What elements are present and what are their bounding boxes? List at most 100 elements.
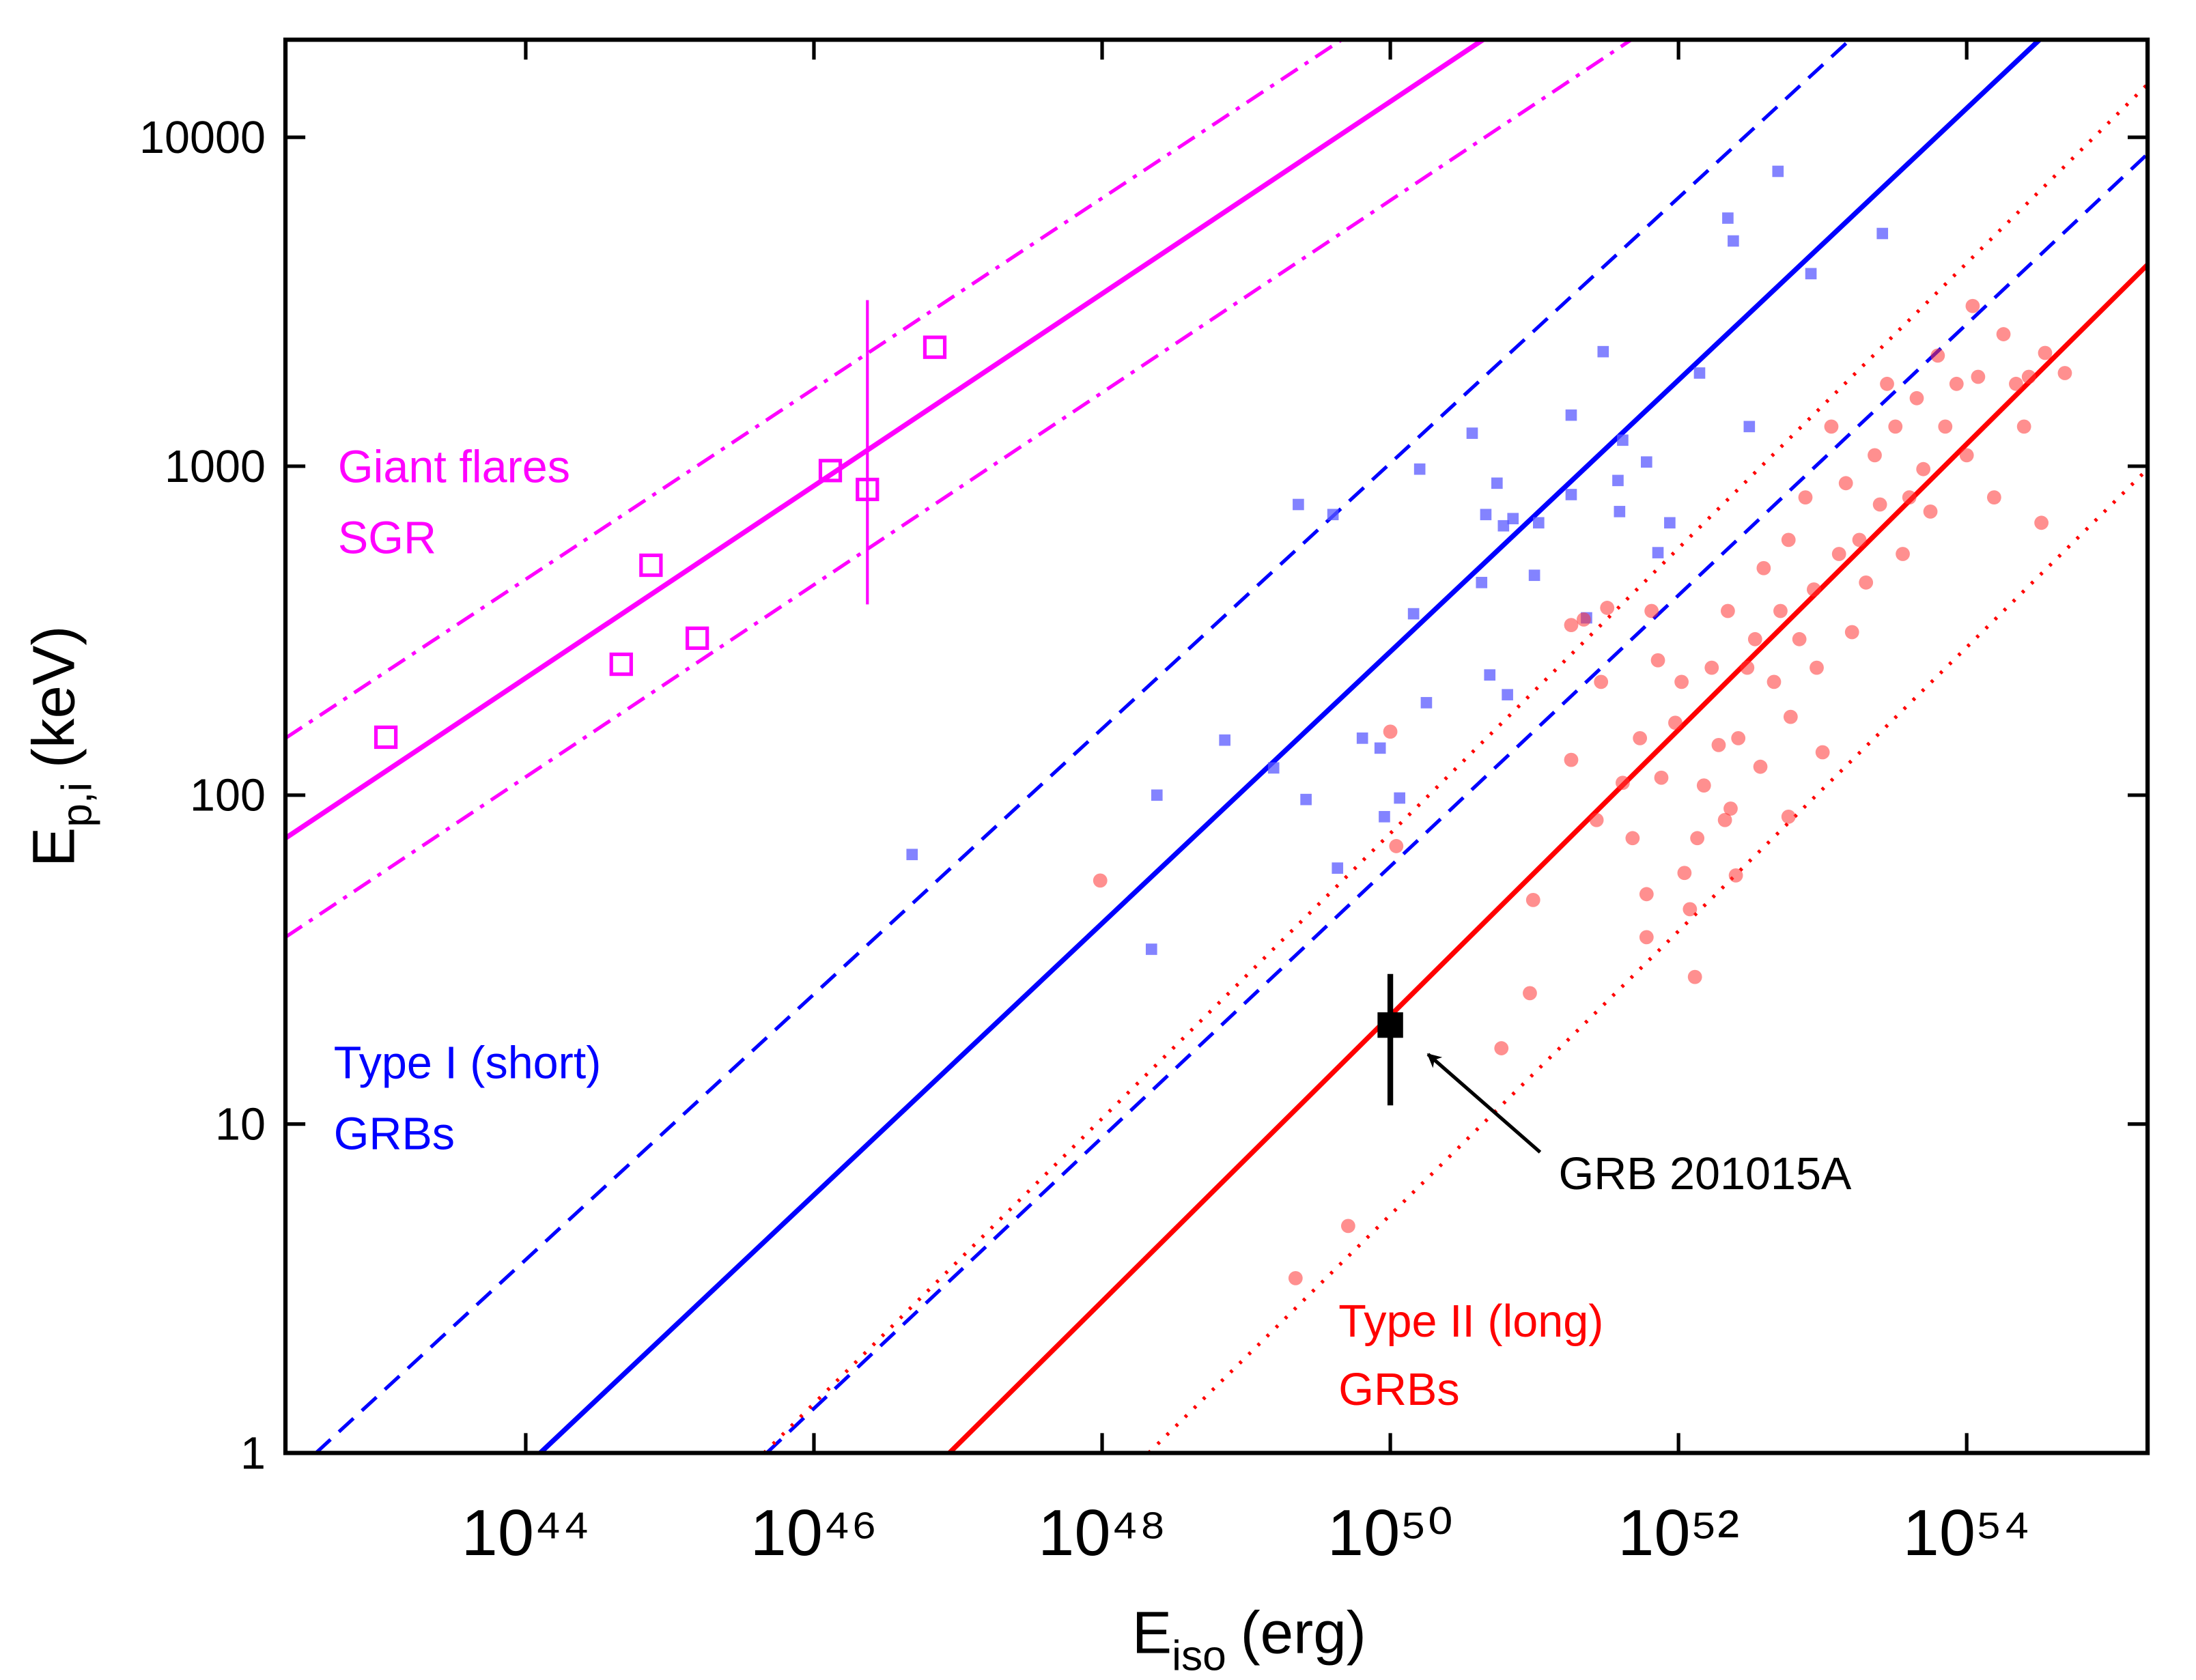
long-grb-point xyxy=(2038,345,2053,360)
short-grb-point xyxy=(1722,212,1734,224)
long-grb-point xyxy=(1696,778,1711,793)
long-grb-point xyxy=(1668,715,1683,730)
annotation: GRB 201015A xyxy=(1558,1149,1851,1199)
correlation-line xyxy=(285,40,1484,840)
long-grb-point xyxy=(1650,653,1665,668)
long-grb-point xyxy=(1683,902,1698,917)
long-grb-point xyxy=(1949,376,1964,391)
long-grb-point xyxy=(1654,770,1669,785)
short-grb-point xyxy=(1413,463,1426,475)
short-grb-point xyxy=(1772,165,1784,177)
sgr-point xyxy=(818,459,843,483)
short-grb-point xyxy=(1491,477,1503,489)
correlation-line xyxy=(285,40,1633,939)
long-grb-point xyxy=(1717,812,1732,827)
correlation-line xyxy=(762,83,2148,1453)
long-grb-point xyxy=(1766,674,1782,689)
short-grb-point xyxy=(1219,734,1230,746)
sgr-point xyxy=(923,335,947,359)
long-grb-point xyxy=(1916,461,1931,476)
long-grb-point xyxy=(1639,887,1654,902)
short-grb-point xyxy=(1476,577,1488,588)
correlation-line xyxy=(538,40,2042,1453)
long-grb-point xyxy=(1687,969,1702,984)
short-grb-point xyxy=(1617,434,1629,446)
long-grb-point xyxy=(1625,831,1640,846)
long-grb-point xyxy=(1773,603,1788,618)
long-grb-point xyxy=(1340,1219,1355,1234)
long-grb-point xyxy=(1902,490,1917,505)
annotation: GRBs xyxy=(1338,1365,1459,1415)
long-grb-point xyxy=(1872,497,1887,512)
short-grb-point xyxy=(1614,506,1626,517)
x-tick-label: 10⁴⁴ xyxy=(462,1496,591,1569)
annotation: GRBs xyxy=(334,1109,455,1160)
short-grb-point xyxy=(1420,697,1433,709)
long-grb-point xyxy=(1810,660,1824,675)
long-grb-point xyxy=(1824,419,1839,434)
long-grb-point xyxy=(1909,390,1924,405)
correlation-line xyxy=(765,152,2148,1453)
correlation-line xyxy=(947,263,2148,1453)
long-grb-point xyxy=(1639,930,1654,945)
plot-area xyxy=(285,40,2148,1453)
long-grb-point xyxy=(1704,660,1719,675)
y-tick-label: 1 xyxy=(240,1428,266,1479)
long-grb-point xyxy=(1690,831,1705,846)
x-axis-label-sub: iso xyxy=(1172,1632,1226,1679)
x-tick-label: 10⁴⁶ xyxy=(750,1496,878,1569)
y-axis-label-sub: p,i xyxy=(53,782,100,827)
y-tick-label: 1000 xyxy=(165,442,266,492)
long-grb-point xyxy=(1923,504,1938,519)
long-grb-point xyxy=(1721,603,1735,618)
short-grb-point xyxy=(1641,456,1652,468)
short-grb-point xyxy=(1466,427,1478,439)
x-tick-label: 10⁴⁸ xyxy=(1038,1496,1166,1569)
long-grb-point xyxy=(1783,709,1798,724)
long-grb-point xyxy=(1594,674,1609,689)
y-axis-label: Ep,i (keV) xyxy=(20,626,100,867)
short-grb-point xyxy=(1502,689,1513,700)
short-grb-point xyxy=(1876,227,1889,240)
long-grb-point xyxy=(1781,532,1796,547)
short-grb-point xyxy=(1728,235,1739,247)
short-grb-point xyxy=(1497,519,1510,532)
annotation: Type II (long) xyxy=(1338,1296,1603,1347)
short-grb-point xyxy=(1407,608,1420,620)
long-grb-point xyxy=(1965,298,1980,313)
long-grb-point xyxy=(1389,839,1404,853)
short-grb-point xyxy=(1293,498,1304,511)
long-grb-point xyxy=(1616,775,1630,791)
short-grb-point xyxy=(1693,367,1706,379)
short-grb-point xyxy=(1327,509,1339,521)
y-tick-label: 10 xyxy=(215,1099,266,1150)
annotation: Giant flares xyxy=(338,442,570,493)
x-axis-label-main: E xyxy=(1132,1600,1172,1666)
short-grb-point xyxy=(1612,474,1624,487)
y-tick-label: 100 xyxy=(190,771,266,821)
short-grb-point xyxy=(1480,509,1492,521)
x-tick-label: 10⁵⁰ xyxy=(1327,1496,1453,1569)
long-grb-point xyxy=(1792,631,1807,646)
short-grb-point xyxy=(1805,268,1817,280)
grb-201015a-point xyxy=(1377,1012,1403,1038)
long-grb-point xyxy=(1564,752,1579,767)
long-grb-point xyxy=(1674,674,1689,689)
long-grb-point xyxy=(1633,730,1648,745)
long-grb-point xyxy=(1494,1041,1509,1055)
long-grb-point xyxy=(1844,625,1859,640)
x-tick-label: 10⁵² xyxy=(1618,1496,1739,1569)
short-grb-point xyxy=(1664,517,1676,529)
short-grb-point xyxy=(1267,762,1280,774)
long-grb-point xyxy=(1868,448,1882,463)
sgr-point xyxy=(639,553,663,578)
long-grb-point xyxy=(1589,812,1604,827)
annotation: Type I (short) xyxy=(334,1038,602,1089)
y-tick-label: 10000 xyxy=(139,113,266,163)
long-grb-point xyxy=(1723,801,1738,816)
plot-frame xyxy=(283,38,2150,1455)
short-grb-point xyxy=(1300,793,1312,806)
short-grb-point xyxy=(906,849,918,861)
long-grb-point xyxy=(1838,476,1853,491)
sgr-point xyxy=(856,477,879,502)
